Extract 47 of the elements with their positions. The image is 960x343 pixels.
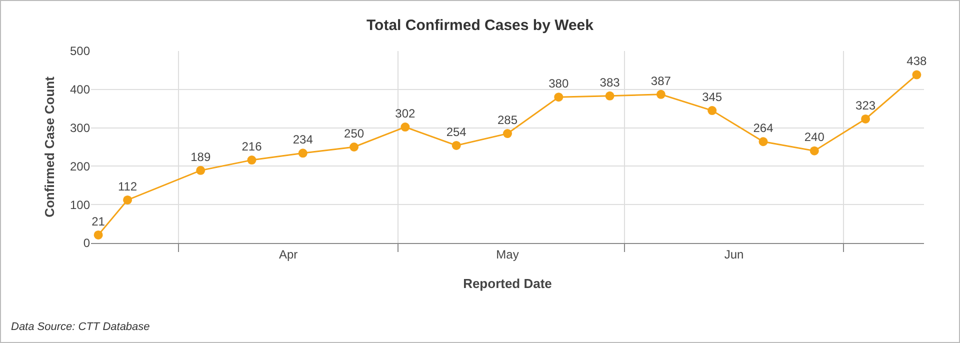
point bbox=[123, 195, 132, 204]
data-label: 380 bbox=[548, 76, 569, 90]
data-label: 254 bbox=[446, 124, 467, 139]
data-label: 21 bbox=[92, 214, 106, 228]
data-label: 189 bbox=[190, 150, 211, 164]
y-axis-title: Confirmed Case Count bbox=[42, 76, 57, 218]
data-label: 234 bbox=[292, 132, 314, 147]
data-label: 216 bbox=[242, 139, 262, 154]
point bbox=[656, 90, 666, 99]
y-tick-label: 200 bbox=[70, 159, 90, 174]
chart-title: Total Confirmed Cases by Week bbox=[366, 17, 594, 34]
point bbox=[861, 114, 870, 124]
data-label: 264 bbox=[753, 120, 774, 135]
point bbox=[912, 70, 922, 80]
y-tick-label: 0 bbox=[83, 236, 90, 250]
point bbox=[247, 156, 256, 165]
point bbox=[196, 166, 206, 175]
point bbox=[400, 122, 410, 132]
y-tick-label: 500 bbox=[70, 44, 90, 58]
y-tick-label: 400 bbox=[70, 82, 90, 97]
point bbox=[298, 148, 308, 158]
data-label: 345 bbox=[702, 90, 722, 104]
data-label: 240 bbox=[804, 130, 825, 144]
point bbox=[708, 106, 717, 116]
x-axis-title: Reported Date bbox=[463, 276, 552, 291]
point bbox=[94, 230, 103, 240]
data-label: 387 bbox=[650, 74, 672, 88]
data-label: 302 bbox=[395, 106, 416, 120]
x-tick-label: Apr bbox=[278, 247, 298, 262]
source-note: Data Source: CTT Database bbox=[11, 321, 150, 333]
point bbox=[605, 91, 614, 100]
point bbox=[758, 137, 768, 146]
data-label: 250 bbox=[344, 126, 364, 140]
data-label: 383 bbox=[600, 75, 620, 90]
x-tick-label: Jun bbox=[724, 247, 744, 262]
y-tick-label: 100 bbox=[70, 198, 90, 212]
data-label: 112 bbox=[118, 179, 138, 194]
point bbox=[554, 92, 564, 102]
point bbox=[503, 129, 512, 138]
x-tick-label: May bbox=[496, 247, 519, 262]
point bbox=[350, 142, 359, 152]
y-tick-label: 300 bbox=[70, 121, 90, 135]
data-label: 438 bbox=[906, 54, 928, 68]
data-label: 323 bbox=[856, 98, 876, 112]
data-label: 285 bbox=[497, 112, 518, 127]
point bbox=[810, 146, 819, 156]
point bbox=[452, 140, 461, 150]
